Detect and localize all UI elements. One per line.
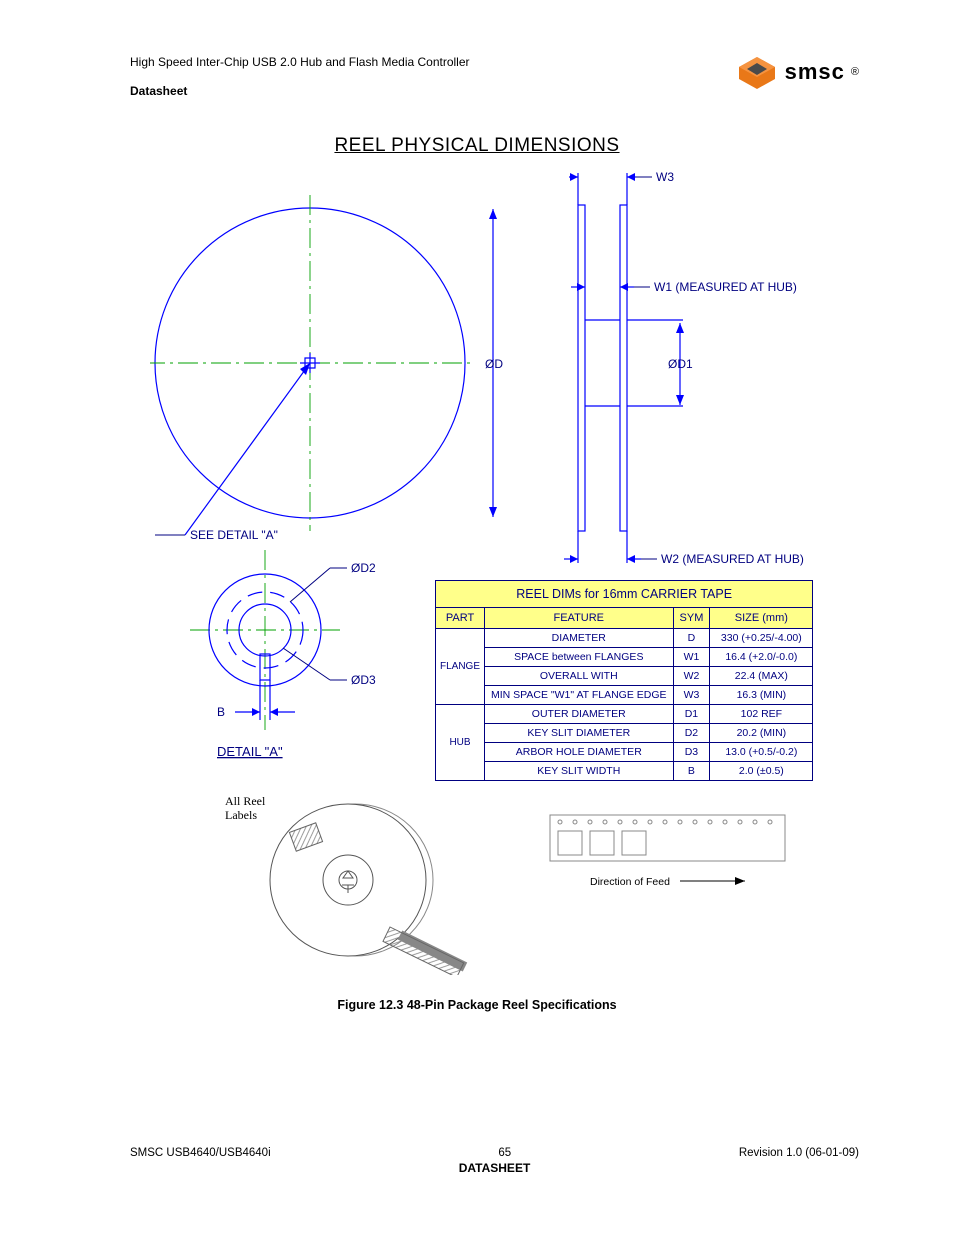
diagram-svg: ØD SEE DETAIL "A" W3 [150, 165, 830, 975]
footer-pagenum: 65 [498, 1147, 511, 1159]
page-header: High Speed Inter-Chip USB 2.0 Hub and Fl… [130, 55, 859, 98]
table-row: KEY SLIT DIAMETERD220.2 (MIN) [436, 724, 813, 743]
hub-cell: HUB [436, 705, 485, 781]
detail-a-caption: DETAIL "A" [217, 744, 283, 759]
logo-reg: ® [851, 66, 859, 78]
footer-right: Revision 1.0 (06-01-09) [739, 1147, 859, 1159]
w2-label: W2 (MEASURED AT HUB) [661, 552, 804, 566]
od1-label: ØD1 [668, 357, 693, 371]
reel-diagram: ØD SEE DETAIL "A" W3 [150, 165, 830, 975]
figure-title: REEL PHYSICAL DIMENSIONS [0, 135, 954, 157]
table-row: OVERALL WITHW222.4 (MAX) [436, 667, 813, 686]
doc-subtitle: Datasheet [130, 84, 470, 98]
col-size: SIZE (mm) [710, 608, 813, 629]
reel-feed-illustration: All Reel Labels [225, 794, 785, 975]
figure-caption: Figure 12.3 48-Pin Package Reel Specific… [0, 998, 954, 1012]
see-detail-label: SEE DETAIL "A" [190, 528, 278, 542]
od3-label: ØD3 [351, 673, 376, 687]
labels-text: Labels [225, 808, 257, 822]
footer-left: SMSC USB4640/USB4640i [130, 1147, 271, 1159]
table-row: KEY SLIT WIDTHB2.0 (±0.5) [436, 762, 813, 781]
table-row: MIN SPACE "W1" AT FLANGE EDGEW316.3 (MIN… [436, 686, 813, 705]
all-reel-text: All Reel [225, 794, 266, 808]
page-footer: SMSC USB4640/USB4640i 65 Revision 1.0 (0… [130, 1147, 859, 1175]
w3-label: W3 [656, 170, 674, 184]
table-title: REEL DIMs for 16mm CARRIER TAPE [436, 581, 813, 608]
flange-cell: FLANGE [436, 629, 485, 705]
od2-label: ØD2 [351, 561, 376, 575]
detail-a: B ØD2 ØD3 DETAIL "A" [190, 550, 376, 759]
od-label: ØD [485, 357, 503, 371]
doc-title: High Speed Inter-Chip USB 2.0 Hub and Fl… [130, 55, 470, 69]
table-row: SPACE between FLANGESW116.4 (+2.0/-0.0) [436, 648, 813, 667]
footer-center-label: DATASHEET [130, 1161, 859, 1175]
col-sym: SYM [673, 608, 710, 629]
table-row: HUB OUTER DIAMETER D1 102 REF [436, 705, 813, 724]
smsc-logo: smsc ® [735, 55, 859, 89]
w1-label: W1 (MEASURED AT HUB) [654, 280, 797, 294]
logo-text: smsc [785, 59, 845, 85]
table-row: FLANGE DIAMETER D 330 (+0.25/-4.00) [436, 629, 813, 648]
header-left: High Speed Inter-Chip USB 2.0 Hub and Fl… [130, 55, 470, 98]
col-part: PART [436, 608, 485, 629]
col-feature: FEATURE [485, 608, 674, 629]
b-label: B [217, 705, 225, 719]
logo-icon [735, 55, 779, 89]
reel-dims-table: REEL DIMs for 16mm CARRIER TAPE PART FEA… [435, 580, 813, 781]
direction-feed-label: Direction of Feed [590, 876, 670, 888]
table-row: ARBOR HOLE DIAMETERD313.0 (+0.5/-0.2) [436, 743, 813, 762]
